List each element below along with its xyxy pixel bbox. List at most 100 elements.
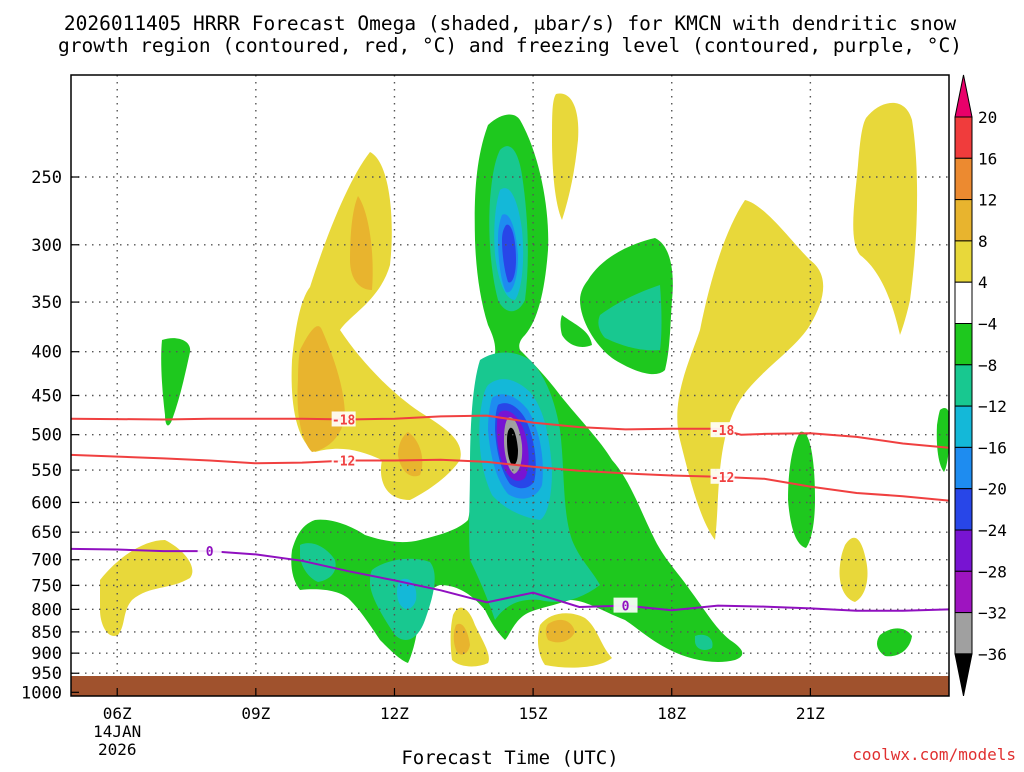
y-tick-label: 550 [31, 461, 62, 481]
isotherm-label: 0 [206, 545, 214, 560]
colorbar-top-arrow [954, 74, 973, 118]
y-tick-label: 950 [31, 664, 62, 684]
omega-area-green [161, 338, 191, 426]
colorbar-label: 8 [978, 232, 988, 251]
colorbar-segment [954, 157, 973, 201]
y-tick-label: 900 [31, 644, 62, 664]
terrain-surface [71, 676, 949, 696]
x-tick-date-label: 14JAN [93, 722, 141, 741]
colorbar-label: 4 [978, 273, 988, 292]
colorbar-label: −24 [978, 521, 1007, 540]
omega-area-green [788, 431, 815, 548]
y-tick-label: 700 [31, 551, 62, 571]
chart-title-line-1: 2026011405 HRRR Forecast Omega (shaded, … [64, 12, 956, 35]
colorbar-segment [954, 570, 973, 614]
x-tick-label: 09Z [241, 704, 270, 723]
y-tick-label: 800 [31, 600, 62, 620]
isotherm-label-bg [197, 543, 222, 559]
omega-area-yellow [677, 200, 824, 540]
isotherm-label: -12 [332, 454, 355, 469]
y-tick-label: 850 [31, 623, 62, 643]
colorbar-segment [954, 240, 973, 283]
omega-area-orange [545, 619, 575, 643]
credit-text: coolwx.com/models [852, 745, 1016, 764]
y-tick-label: 450 [31, 386, 62, 406]
colorbar-label: −4 [978, 315, 997, 334]
omega-area-green [936, 408, 949, 472]
omega-area-orange [350, 196, 373, 290]
omega-area-orange [453, 623, 470, 655]
colorbar-segment [954, 364, 973, 407]
isotherm-minus12 [71, 453, 949, 502]
colorbar: 20 16 12 8 4 −4 −8 −12 −16 −20 −24 −28 −32 −36 [954, 74, 1007, 696]
colorbar-bottom-arrow [954, 653, 973, 696]
omega-area-teal [300, 543, 336, 582]
y-tick-label: 300 [31, 236, 62, 256]
isotherm-label-bg [613, 597, 638, 613]
colorbar-segment [954, 116, 973, 159]
x-tick-year-label: 2026 [98, 740, 137, 759]
colorbar-label: −36 [978, 645, 1007, 664]
y-tick-label: 500 [31, 426, 62, 446]
y-tick-label: 1000 [21, 683, 62, 703]
colorbar-segment [954, 612, 973, 655]
x-tick-label: 15Z [519, 704, 548, 723]
x-axis-label: Forecast Time (UTC) [401, 747, 618, 768]
omega-area-teal [598, 285, 662, 351]
omega-area-teal [695, 634, 713, 650]
omega-area-orange [398, 432, 423, 477]
omega-area-yellow [839, 537, 868, 602]
isotherm-minus18 [71, 414, 949, 449]
y-tick-label: 250 [31, 168, 62, 188]
colorbar-segment [954, 405, 973, 448]
x-tick-label: 06Z [103, 704, 132, 723]
plot-frame [70, 74, 950, 697]
colorbar-segment [954, 281, 973, 325]
colorbar-label: −28 [978, 562, 1007, 581]
y-tick-label: 350 [31, 293, 62, 313]
omega-area-black [507, 427, 518, 466]
x-tick-label: 18Z [657, 704, 686, 723]
y-tick-label: 400 [31, 343, 62, 363]
y-tick-label: 600 [31, 493, 62, 513]
colorbar-segment [954, 488, 973, 531]
y-axis: 2503003504004505005506006507007508008509… [21, 168, 79, 703]
isotherm-lines: -18 -18 -12 -12 0 0 [71, 411, 949, 615]
colorbar-label: −16 [978, 438, 1007, 457]
isotherm-label-bg [331, 411, 356, 427]
plot-area: -18 -18 -12 -12 0 0 [71, 75, 949, 696]
colorbar-segment [954, 199, 973, 242]
omega-area-yellow [100, 540, 193, 636]
omega-area-cyan [396, 578, 417, 609]
colorbar-label: −20 [978, 480, 1007, 499]
chart-title-line-2: growth region (contoured, red, °C) and f… [58, 34, 962, 57]
omega-area-green [877, 628, 912, 657]
isotherm-label: -18 [711, 424, 735, 439]
omega-area-darkblue [502, 224, 516, 283]
omega-negative-regions [161, 114, 949, 663]
isotherm-label: 0 [622, 600, 630, 615]
colorbar-label: 16 [978, 149, 997, 168]
y-tick-label: 650 [31, 523, 62, 543]
colorbar-segment [954, 529, 973, 572]
x-tick-label: 21Z [796, 704, 825, 723]
colorbar-segment [954, 446, 973, 490]
omega-area-green [560, 315, 592, 347]
colorbar-label: −8 [978, 356, 997, 375]
colorbar-segment [954, 323, 973, 366]
omega-area-yellow [552, 93, 579, 220]
isotherm-label: -12 [711, 471, 734, 486]
isotherm-label: -18 [332, 413, 356, 428]
colorbar-label: 12 [978, 191, 997, 210]
colorbar-label: 20 [978, 108, 997, 127]
colorbar-label: −12 [978, 397, 1007, 416]
colorbar-label: −32 [978, 604, 1007, 623]
isotherm-label-bg [331, 452, 356, 468]
y-tick-label: 750 [31, 576, 62, 596]
x-tick-label: 12Z [380, 704, 409, 723]
isotherm-label-bg [710, 468, 735, 484]
isotherm-label-bg [710, 422, 735, 438]
omega-area-yellow [853, 102, 918, 335]
